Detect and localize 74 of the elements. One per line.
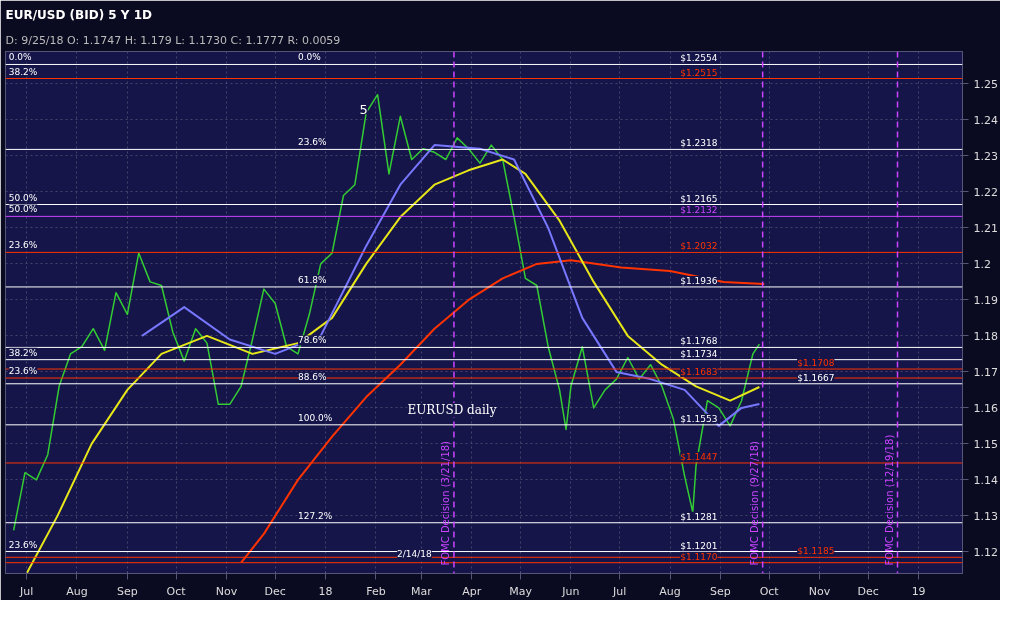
ref-line-label: $1.1708: [797, 358, 835, 369]
annotation: 61.8%: [297, 274, 327, 285]
annotation: 23.6%: [297, 137, 327, 148]
x-tick-label: Feb: [366, 584, 386, 598]
annotation: 5: [359, 102, 368, 118]
y-tick-label: 1.24: [973, 113, 998, 127]
y-tick-label: 1.18: [973, 329, 998, 343]
x-tick-label: Jun: [561, 584, 580, 598]
ref-line-label: FOMC Decision (12/19/18): [883, 434, 895, 566]
x-tick-label: Sep: [710, 584, 731, 598]
x-tick-label: Nov: [215, 584, 238, 598]
ref-line-label: $1.2165: [680, 193, 718, 204]
y-tick-label: 1.21: [973, 221, 998, 235]
ref-line-label: FOMC Decision (3/21/18): [439, 440, 451, 566]
ref-line-label: $1.2554: [680, 53, 718, 64]
x-tick-label: Oct: [166, 584, 187, 598]
annotation: 38.2%: [8, 66, 38, 77]
x-tick-label: 19: [911, 584, 926, 598]
y-tick-label: 1.23: [973, 149, 998, 163]
x-tick-label: Dec: [264, 584, 286, 598]
x-tick-label: May: [509, 584, 533, 598]
annotation: 0.0%: [297, 52, 322, 63]
x-tick-label: Oct: [759, 584, 780, 598]
ref-line-label: $1.2318: [680, 138, 718, 149]
y-tick-label: 1.2: [973, 257, 991, 271]
y-tick-label: 1.12: [973, 545, 998, 559]
x-tick-label: Apr: [462, 584, 482, 598]
x-tick-label: Jul: [612, 584, 627, 598]
y-tick-label: 1.25: [973, 77, 998, 91]
annotation: 0.0%: [8, 52, 33, 63]
annotation: 23.6%: [8, 240, 38, 251]
ref-line-label: $1.1734: [680, 348, 718, 359]
annotation: 23.6%: [8, 539, 38, 550]
ref-line-label: $1.1667: [797, 372, 835, 383]
annotation: 2/14/18: [397, 548, 433, 559]
annotation: 100.0%: [297, 412, 333, 423]
x-tick-label: 18: [318, 584, 333, 598]
annotation: 38.2%: [8, 347, 38, 358]
ref-line-label: FOMC Decision (9/27/18): [748, 440, 760, 566]
ref-line-label: $1.2032: [680, 241, 718, 252]
x-tick-label: Aug: [66, 584, 88, 598]
y-tick-label: 1.17: [973, 365, 998, 379]
x-tick-label: Sep: [116, 584, 138, 598]
y-tick-label: 1.15: [973, 437, 998, 451]
x-tick-label: Mar: [411, 584, 433, 598]
x-tick-label: Dec: [857, 584, 879, 598]
ref-line-label: $1.1281: [680, 511, 718, 522]
annotation: 88.6%: [297, 371, 327, 382]
ref-line-label: $1.2132: [680, 205, 718, 216]
ref-line-label: $1.1768: [680, 336, 718, 347]
ref-line-label: $1.1201: [680, 540, 718, 551]
y-tick-label: 1.14: [973, 473, 998, 487]
chart-subtitle: D: 9/25/18 O: 1.1747 H: 1.179 L: 1.1730 C: 1.1777 R: 0.0059: [5, 33, 341, 47]
annotation: 127.2%: [297, 510, 333, 521]
y-tick-label: 1.22: [973, 185, 998, 199]
ref-line-label: $1.1185: [797, 546, 835, 557]
annotation: 23.6%: [8, 366, 38, 377]
ref-line-label: $1.1447: [680, 451, 718, 462]
y-tick-label: 1.16: [973, 401, 998, 415]
annotation: EURUSD daily: [407, 402, 497, 417]
annotation: 50.0%: [8, 204, 38, 215]
ref-line-label: $1.1683: [680, 367, 718, 378]
ref-line-label: $1.1936: [680, 275, 718, 286]
chart-title: EUR/USD (BID) 5 Y 1D: [5, 7, 153, 22]
y-tick-label: 1.13: [973, 509, 998, 523]
x-tick-label: Aug: [659, 584, 681, 598]
ref-line-label: $1.1170: [680, 551, 718, 562]
x-tick-label: Jul: [18, 584, 34, 598]
y-tick-label: 1.19: [973, 293, 998, 307]
x-tick-label: Nov: [808, 584, 831, 598]
annotation: 50.0%: [8, 192, 38, 203]
ref-line-label: $1.1553: [680, 413, 718, 424]
annotation: 78.6%: [297, 335, 327, 346]
ref-line-label: $1.2515: [680, 67, 718, 78]
